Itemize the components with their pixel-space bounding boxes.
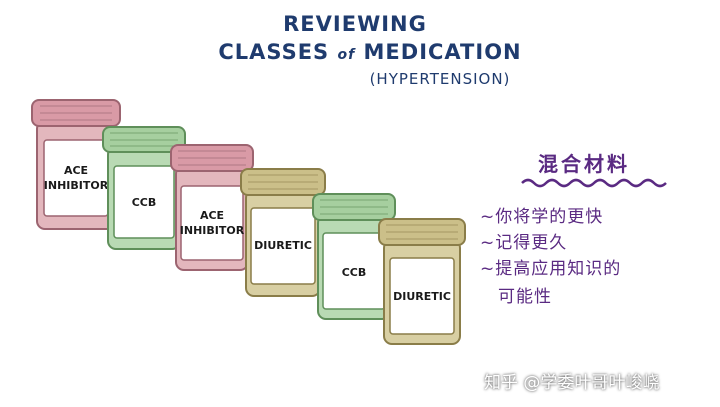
- bottle-1-label-line1: ACE: [64, 164, 88, 177]
- bottle-diuretic-2: DIURETIC: [378, 218, 466, 345]
- squiggle-underline-icon: [521, 178, 667, 188]
- bottle-ace-inhibitor-1: ACE INHIBITOR: [31, 99, 121, 230]
- title-line-2: CLASSES of MEDICATION: [210, 40, 530, 64]
- bottle-diuretic-1: DIURETIC: [240, 168, 326, 297]
- note-bullet-3-continued: 可能性: [498, 287, 552, 307]
- bottle-1-label-line2: INHIBITOR: [44, 179, 109, 192]
- title-classes: CLASSES: [218, 40, 338, 64]
- note-bullet-2: ~记得更久: [480, 233, 568, 253]
- bottle-3-label-line2: INHIBITOR: [180, 224, 245, 237]
- title-line-3: (HYPERTENSION): [369, 70, 511, 88]
- title-medication: MEDICATION: [355, 40, 522, 64]
- bottle-4-label: DIURETIC: [254, 239, 312, 252]
- title-of: of: [337, 47, 356, 63]
- bottle-3-label-line1: ACE: [200, 209, 224, 222]
- bottle-6-label: DIURETIC: [393, 290, 451, 303]
- watermark: 知乎 @学委叶哥叶峻峣: [484, 373, 660, 393]
- bottle-2-label: CCB: [132, 196, 157, 209]
- bottle-ccb-2: CCB: [312, 193, 396, 320]
- bottle-ace-inhibitor-2: ACE INHIBITOR: [170, 144, 254, 271]
- note-title: 混合材料: [538, 152, 630, 176]
- note-bullet-3: ~提高应用知识的: [480, 259, 622, 279]
- bottle-ccb-1: CCB: [102, 126, 186, 250]
- bottle-5-label: CCB: [342, 266, 367, 279]
- title-line-1: REVIEWING: [283, 12, 427, 36]
- note-bullet-1: ~你将学的更快: [480, 207, 604, 227]
